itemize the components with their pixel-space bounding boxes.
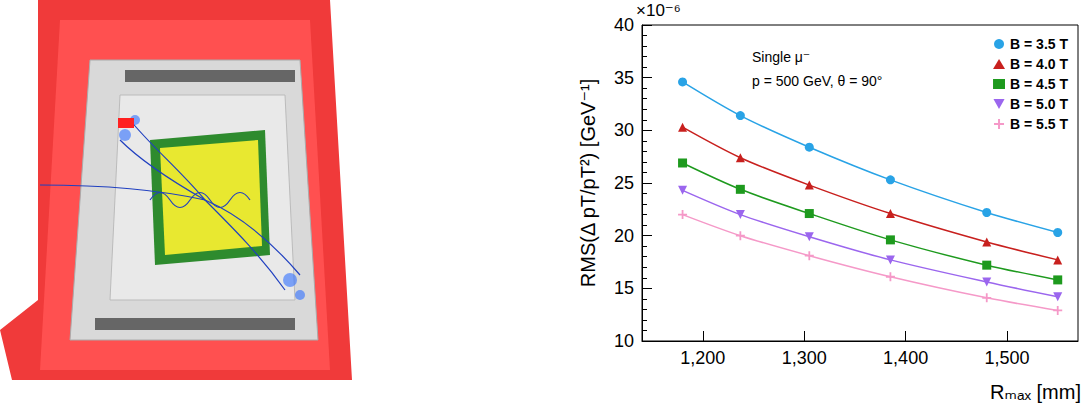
svg-text:15: 15 <box>614 278 634 298</box>
svg-text:1,300: 1,300 <box>782 348 827 368</box>
svg-text:B = 4.5 T: B = 4.5 T <box>1010 76 1068 92</box>
svg-text:10: 10 <box>614 331 634 351</box>
svg-text:40: 40 <box>614 15 634 35</box>
svg-text:B = 4.0 T: B = 4.0 T <box>1010 56 1068 72</box>
svg-text:1,400: 1,400 <box>883 348 928 368</box>
svg-text:RMS(Δ pT/pT²) [GeV⁻¹]: RMS(Δ pT/pT²) [GeV⁻¹] <box>577 79 599 287</box>
svg-text:p = 500 GeV, θ = 90°: p = 500 GeV, θ = 90° <box>752 73 882 89</box>
svg-text:1,200: 1,200 <box>680 348 725 368</box>
svg-text:B = 5.0 T: B = 5.0 T <box>1010 96 1068 112</box>
svg-text:Single μ⁻: Single μ⁻ <box>752 49 810 65</box>
svg-text:B = 5.5 T: B = 5.5 T <box>1010 116 1068 132</box>
svg-text:25: 25 <box>614 173 634 193</box>
svg-text:30: 30 <box>614 120 634 140</box>
svg-text:1,500: 1,500 <box>984 348 1029 368</box>
svg-text:B = 3.5 T: B = 3.5 T <box>1010 36 1068 52</box>
svg-text:×10⁻⁶: ×10⁻⁶ <box>636 1 681 20</box>
svg-text:Rₘₐₓ [mm]: Rₘₐₓ [mm] <box>990 381 1081 403</box>
svg-text:20: 20 <box>614 226 634 246</box>
svg-text:35: 35 <box>614 68 634 88</box>
